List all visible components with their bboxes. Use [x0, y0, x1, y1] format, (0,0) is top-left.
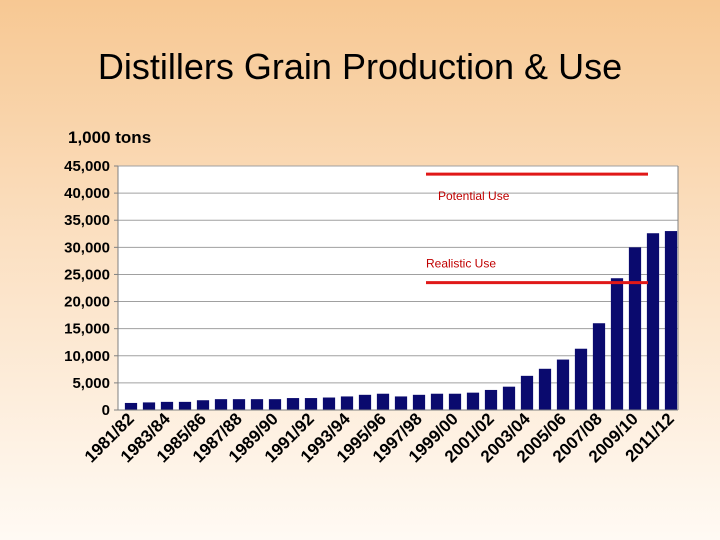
bar [304, 398, 318, 410]
y-tick-label: 25,000 [64, 266, 110, 283]
bar [250, 399, 264, 410]
bar [538, 368, 552, 410]
y-tick-label: 20,000 [64, 294, 110, 311]
bar [178, 401, 192, 410]
bar [214, 399, 228, 410]
bar [502, 386, 516, 410]
potential-use-label: Potential Use [438, 189, 510, 203]
y-tick-label: 5,000 [72, 375, 110, 392]
bar [646, 233, 660, 410]
y-tick-label: 15,000 [64, 321, 110, 338]
realistic-use-label: Realistic Use [426, 257, 496, 271]
y-tick-label: 0 [102, 402, 110, 419]
bar [340, 396, 354, 410]
bar [448, 393, 462, 410]
y-axis-label: 1,000 tons [68, 128, 151, 147]
bar [232, 399, 246, 410]
y-tick-label: 40,000 [64, 185, 110, 202]
bar [520, 375, 534, 410]
bar [628, 247, 642, 410]
y-tick-label: 35,000 [64, 212, 110, 229]
bar [376, 393, 390, 410]
bar [610, 278, 624, 410]
bar [196, 400, 210, 410]
bar [484, 389, 498, 410]
bar [466, 392, 480, 410]
bar [556, 359, 570, 410]
bar [430, 393, 444, 410]
y-tick-label: 10,000 [64, 348, 110, 365]
bar [124, 402, 138, 410]
bar [142, 402, 156, 410]
bar [664, 231, 678, 410]
bar [592, 323, 606, 410]
y-tick-label: 30,000 [64, 239, 110, 256]
bar [412, 394, 426, 410]
bar [574, 348, 588, 410]
bar [268, 399, 282, 410]
bar [322, 397, 336, 410]
bar [286, 398, 300, 410]
bar [394, 396, 408, 410]
y-tick-label: 45,000 [64, 158, 110, 175]
bar [358, 394, 372, 410]
slide-title: Distillers Grain Production & Use [97, 46, 623, 87]
bar [160, 401, 174, 410]
